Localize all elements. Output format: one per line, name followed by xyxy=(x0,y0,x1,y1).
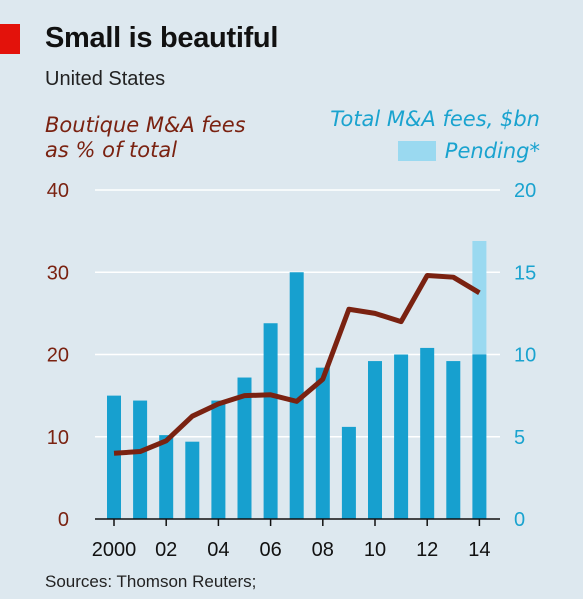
bar xyxy=(237,377,252,519)
bar xyxy=(368,361,382,519)
right-tick-label: 5 xyxy=(514,427,525,449)
source-note: Sources: Thomson Reuters; xyxy=(45,572,257,591)
left-tick-label: 40 xyxy=(47,180,69,202)
bar xyxy=(107,395,121,519)
x-tick-label: 08 xyxy=(312,539,334,561)
bar xyxy=(159,435,174,519)
left-tick-label: 0 xyxy=(58,509,69,531)
right-tick-label: 0 xyxy=(514,509,525,531)
x-tick-label: 06 xyxy=(259,539,281,561)
x-tick-label: 10 xyxy=(364,539,386,561)
x-tick-label: 02 xyxy=(155,539,177,561)
right-axis-label: Total M&A fees, $bn xyxy=(330,107,540,131)
legend-label-pending: Pending* xyxy=(444,139,540,163)
chart-subtitle: United States xyxy=(45,68,166,90)
x-tick-label: 14 xyxy=(468,539,490,561)
bar xyxy=(289,272,304,519)
left-tick-label: 20 xyxy=(47,345,69,367)
bar xyxy=(211,400,226,519)
bar xyxy=(420,347,435,519)
chart-title: Small is beautiful xyxy=(45,22,279,54)
bar xyxy=(263,323,278,519)
left-axis-label-line-1: Boutique M&A fees xyxy=(45,113,246,137)
right-tick-label: 20 xyxy=(514,180,536,202)
bar xyxy=(315,367,330,519)
x-tick-label: 2000 xyxy=(92,539,137,561)
left-axis-label-line-2: as % of total xyxy=(45,138,178,162)
left-tick-label: 10 xyxy=(47,427,69,449)
x-tick-label: 12 xyxy=(416,539,438,561)
bar xyxy=(394,354,409,519)
bar xyxy=(185,441,200,519)
right-tick-label: 10 xyxy=(514,345,536,367)
legend-swatch-pending xyxy=(397,141,436,161)
left-axis-label: Boutique M&A fees as % of total xyxy=(45,113,305,163)
bar-pending xyxy=(472,240,487,355)
x-tick-label: 04 xyxy=(207,539,229,561)
bar xyxy=(133,400,148,519)
legend: Pending* xyxy=(397,139,540,163)
boutique-share-line xyxy=(113,273,481,456)
right-tick-label: 15 xyxy=(514,262,536,284)
bar xyxy=(472,354,487,519)
accent-bar xyxy=(0,24,20,54)
left-tick-label: 30 xyxy=(47,262,69,284)
bar xyxy=(446,361,461,519)
bar xyxy=(341,426,356,519)
